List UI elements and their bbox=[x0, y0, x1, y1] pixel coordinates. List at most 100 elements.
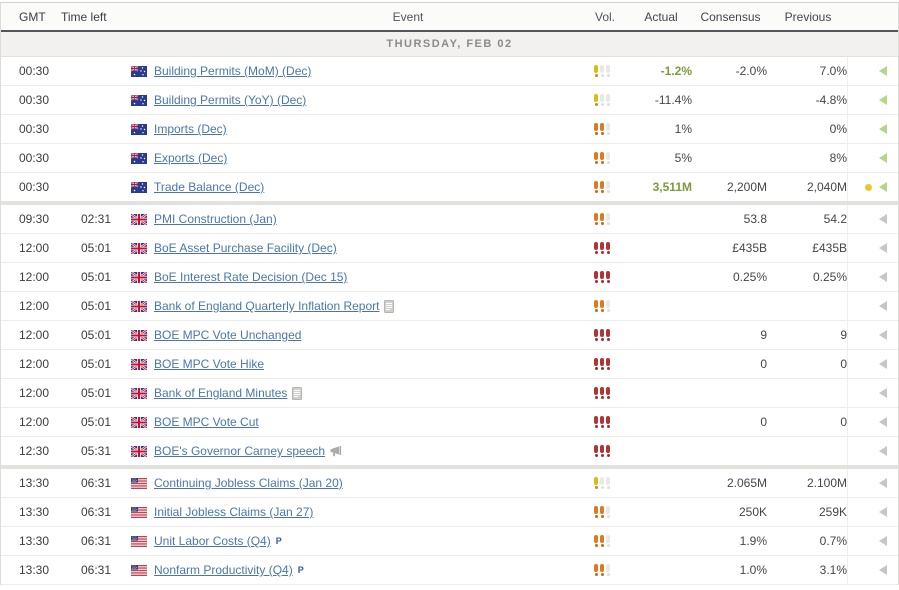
expand-arrow-icon[interactable] bbox=[879, 301, 887, 311]
flag-icon-au bbox=[131, 181, 147, 193]
event-link[interactable]: Exports (Dec) bbox=[154, 151, 228, 165]
event-row: 13:30 06:31 Unit Labor Costs (Q4) P 1.9%… bbox=[1, 527, 898, 556]
expand-arrow-icon[interactable] bbox=[879, 507, 887, 517]
actual-value: 5% bbox=[674, 151, 692, 165]
header-event: Event bbox=[392, 9, 424, 24]
expand-arrow-icon[interactable] bbox=[879, 243, 887, 253]
volatility-icon bbox=[594, 477, 628, 489]
actual-value: -1.2% bbox=[660, 64, 692, 78]
time-left: 06:31 bbox=[80, 534, 111, 548]
time-left: 05:01 bbox=[80, 328, 111, 342]
event-cell: Building Permits (YoY) (Dec) bbox=[147, 93, 594, 107]
expand-arrow-icon[interactable] bbox=[879, 388, 887, 398]
volatility-icon bbox=[594, 181, 628, 193]
actual-value: -11.4% bbox=[654, 93, 692, 107]
indicator-cell bbox=[848, 507, 898, 517]
expand-arrow-icon[interactable] bbox=[879, 95, 887, 105]
volatility-icon bbox=[594, 94, 628, 106]
event-link[interactable]: BOE MPC Vote Cut bbox=[154, 415, 259, 429]
flag-icon-au bbox=[131, 65, 147, 77]
expand-arrow-icon[interactable] bbox=[879, 359, 887, 369]
preliminary-marker: P bbox=[297, 565, 304, 575]
consensus-value: 250K bbox=[738, 505, 767, 519]
consensus-value: 0 bbox=[760, 415, 767, 429]
event-link[interactable]: Continuing Jobless Claims (Jan 20) bbox=[154, 476, 343, 490]
expand-arrow-icon[interactable] bbox=[879, 536, 887, 546]
indicator-cell bbox=[848, 478, 898, 488]
consensus-value: 2,200M bbox=[726, 180, 767, 194]
event-link[interactable]: Building Permits (YoY) (Dec) bbox=[154, 93, 307, 107]
event-link[interactable]: Initial Jobless Claims (Jan 27) bbox=[154, 505, 314, 519]
consensus-value: 1.9% bbox=[739, 534, 767, 548]
expand-arrow-icon[interactable] bbox=[879, 66, 887, 76]
report-icon bbox=[384, 299, 395, 313]
event-row: 12:00 05:01 Bank of England Minutes bbox=[1, 379, 898, 408]
expand-arrow-icon[interactable] bbox=[879, 446, 887, 456]
indicator-cell bbox=[848, 272, 898, 282]
expand-arrow-icon[interactable] bbox=[879, 272, 887, 282]
expand-arrow-icon[interactable] bbox=[879, 153, 887, 163]
expand-arrow-icon[interactable] bbox=[879, 417, 887, 427]
event-row: 00:30 Exports (Dec) 5% 8% bbox=[1, 144, 898, 173]
gmt-time: 12:00 bbox=[19, 386, 50, 400]
event-link[interactable]: Bank of England Quarterly Inflation Repo… bbox=[154, 299, 380, 313]
expand-arrow-icon[interactable] bbox=[879, 565, 887, 575]
flag-icon-us bbox=[131, 564, 147, 576]
event-link[interactable]: Building Permits (MoM) (Dec) bbox=[154, 64, 312, 78]
flag-icon-gb bbox=[131, 329, 147, 341]
gmt-time: 00:30 bbox=[19, 180, 50, 194]
gmt-time: 12:00 bbox=[19, 415, 50, 429]
volatility-icon bbox=[594, 242, 628, 254]
expand-arrow-icon[interactable] bbox=[879, 478, 887, 488]
gmt-time: 12:00 bbox=[19, 270, 50, 284]
time-left: 02:31 bbox=[80, 212, 111, 226]
indicator-cell bbox=[848, 388, 898, 398]
time-left: 06:31 bbox=[80, 563, 111, 577]
flag-icon-us bbox=[131, 506, 147, 518]
event-cell: BOE MPC Vote Hike bbox=[147, 357, 594, 371]
indicator-cell bbox=[848, 359, 898, 369]
time-left: 05:01 bbox=[80, 415, 111, 429]
event-cell: BoE Interest Rate Decision (Dec 15) bbox=[147, 270, 594, 284]
indicator-cell bbox=[848, 124, 898, 134]
expand-arrow-icon[interactable] bbox=[879, 214, 887, 224]
expand-arrow-icon[interactable] bbox=[879, 330, 887, 340]
event-cell: Building Permits (MoM) (Dec) bbox=[147, 64, 594, 78]
indicator-cell bbox=[848, 417, 898, 427]
previous-value: 0 bbox=[767, 408, 848, 436]
previous-value: 259K bbox=[767, 498, 848, 526]
expand-arrow-icon[interactable] bbox=[879, 124, 887, 134]
event-link[interactable]: Unit Labor Costs (Q4) bbox=[154, 534, 271, 548]
time-left: 05:01 bbox=[80, 299, 111, 313]
event-link[interactable]: BOE MPC Vote Hike bbox=[154, 357, 265, 371]
previous-value: 54.2 bbox=[767, 205, 848, 233]
expand-arrow-icon[interactable] bbox=[879, 182, 887, 192]
gmt-time: 12:30 bbox=[19, 444, 50, 458]
gmt-time: 12:00 bbox=[19, 357, 50, 371]
previous-value: 0% bbox=[767, 115, 848, 143]
event-link[interactable]: Trade Balance (Dec) bbox=[154, 180, 265, 194]
event-row: 09:30 02:31 PMI Construction (Jan) 53.8 … bbox=[1, 205, 898, 234]
event-link[interactable]: BOE MPC Vote Unchanged bbox=[154, 328, 302, 342]
event-cell: Continuing Jobless Claims (Jan 20) bbox=[147, 476, 594, 490]
event-cell: Trade Balance (Dec) bbox=[147, 180, 594, 194]
event-link[interactable]: Bank of England Minutes bbox=[154, 386, 288, 400]
flag-icon-au bbox=[131, 94, 147, 106]
event-link[interactable]: PMI Construction (Jan) bbox=[154, 212, 277, 226]
flag-icon-au bbox=[131, 123, 147, 135]
volatility-icon bbox=[594, 445, 628, 457]
event-link[interactable]: BoE Asset Purchase Facility (Dec) bbox=[154, 241, 337, 255]
flag-icon-us bbox=[131, 477, 147, 489]
flag-icon-gb bbox=[131, 445, 147, 457]
date-header: THURSDAY, FEB 02 bbox=[1, 32, 898, 57]
previous-value: 3.1% bbox=[767, 556, 848, 584]
gmt-time: 13:30 bbox=[19, 476, 50, 490]
event-link[interactable]: Nonfarm Productivity (Q4) bbox=[154, 563, 293, 577]
gmt-time: 09:30 bbox=[19, 212, 50, 226]
event-link[interactable]: Imports (Dec) bbox=[154, 122, 227, 136]
event-link[interactable]: BOE's Governor Carney speech bbox=[154, 444, 326, 458]
indicator-cell bbox=[848, 330, 898, 340]
event-link[interactable]: BoE Interest Rate Decision (Dec 15) bbox=[154, 270, 348, 284]
volatility-icon bbox=[594, 535, 628, 547]
